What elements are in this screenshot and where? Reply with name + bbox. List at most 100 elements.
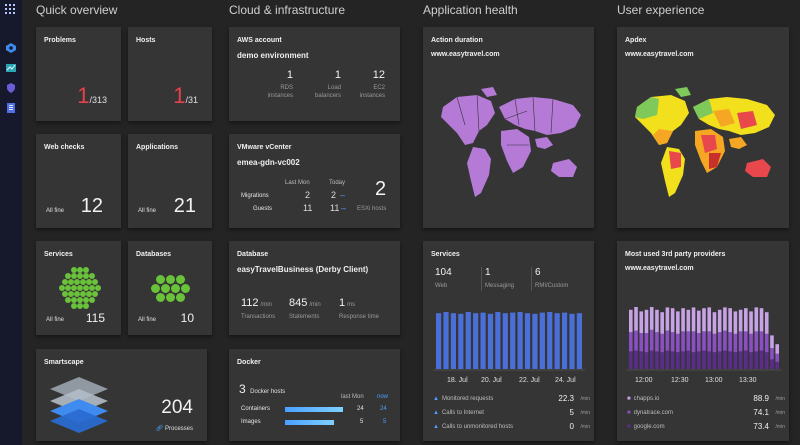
legend-item[interactable]: ■ chapps.io <box>627 396 659 402</box>
service-hex <box>68 279 74 285</box>
third-party-bar-segment <box>744 308 748 332</box>
third-party-bar-segment <box>686 350 691 369</box>
row-now: 24 <box>380 406 387 412</box>
legend-item[interactable]: ▲ Calls to unmonitored hosts <box>433 424 513 430</box>
applications-tile[interactable]: Applications All fine 21 <box>128 134 212 228</box>
aws-account-tile[interactable]: AWS account demo environment 1 RDS instanc… <box>229 27 400 121</box>
third-party-bar-segment <box>691 352 696 369</box>
document-icon[interactable] <box>6 103 16 113</box>
services-chart-tile[interactable]: Services 104 Web 1 Messaging 6 RMI/Custom 18.… <box>423 241 594 441</box>
docker-hosts: 3 Docker hosts <box>239 380 285 398</box>
third-party-tile[interactable]: Most used 3rd party providers www.easytr… <box>617 241 789 441</box>
problems-tile[interactable]: Problems 1/313 <box>36 27 121 121</box>
third-party-bar-segment <box>749 333 753 353</box>
database-hex <box>166 293 175 302</box>
tile-title: Hosts <box>136 37 156 44</box>
third-party-bar-segment <box>639 311 644 333</box>
database-hex <box>171 284 180 293</box>
database-hex <box>176 275 185 284</box>
vmware-tile[interactable]: VMware vCenter emea-gdn-vc002 Last Mon T… <box>229 134 400 228</box>
col-today: Today <box>329 180 346 186</box>
legend-marker-icon: ■ <box>627 396 631 402</box>
legend-item[interactable]: ■ google.com <box>627 424 665 430</box>
database-tile[interactable]: Database easyTravelBusiness (Derby Clien… <box>229 241 400 335</box>
legend-marker-icon: ▲ <box>433 424 439 430</box>
databases-value: 10 <box>180 311 194 325</box>
third-party-bar-segment <box>712 333 717 353</box>
chart-icon[interactable] <box>6 63 16 73</box>
tile-title: Docker <box>237 359 261 366</box>
smartscape-tile[interactable]: Smartscape 204 🔗︎ Processes <box>36 349 207 441</box>
third-party-bar-segment <box>639 333 644 352</box>
db-stat-value: 112/min <box>241 297 272 309</box>
menu-grid-icon[interactable] <box>5 4 17 16</box>
service-hex <box>74 279 80 285</box>
trend-dash: – <box>340 190 346 200</box>
third-party-bar-segment <box>665 307 670 331</box>
third-party-bar-segment <box>770 335 774 349</box>
hub-icon[interactable] <box>6 43 16 53</box>
legend-value: 0 <box>569 422 574 431</box>
legend-item[interactable]: ■ dynatrace.com <box>627 410 673 416</box>
third-party-bar-segment <box>770 348 774 360</box>
web-checks-tile[interactable]: Web checks All fine 12 <box>36 134 121 228</box>
status-text: All fine <box>138 317 157 323</box>
third-party-bar-segment <box>686 309 691 332</box>
service-hex <box>71 273 77 279</box>
legend-value: 73.4 <box>753 422 769 431</box>
service-hex <box>71 303 77 309</box>
services-bar <box>569 313 575 369</box>
legend-value: 5 <box>569 408 574 417</box>
hosts-count: 1 <box>173 83 186 108</box>
applications-value: 21 <box>173 195 196 217</box>
databases-hex-cluster <box>148 275 198 307</box>
tile-subtitle: www.easytravel.com <box>625 51 694 58</box>
third-party-bar-segment <box>649 307 654 330</box>
tile-title: Services <box>431 251 460 258</box>
services-tile[interactable]: Services All fine 115 <box>36 241 121 335</box>
service-hex <box>77 297 83 303</box>
world-map-apdex <box>635 87 775 197</box>
legend-label: Calls to unmonitored hosts <box>441 424 513 430</box>
third-party-bar-segment <box>744 331 748 351</box>
hosts-tile[interactable]: Hosts 1/31 <box>128 27 212 121</box>
apdex-tile[interactable]: Apdex www.easytravel.com <box>617 27 789 228</box>
service-hex <box>65 285 71 291</box>
processes-link[interactable]: 🔗︎ Processes <box>156 425 193 432</box>
aws-stat-value: 1 <box>334 69 341 81</box>
row-today: 11 <box>330 203 340 213</box>
third-party-bar-segment <box>707 351 712 369</box>
third-party-bar-segment <box>702 308 706 332</box>
tile-title: AWS account <box>237 37 282 44</box>
status-text: All fine <box>46 208 65 214</box>
third-party-bar-segment <box>702 331 706 351</box>
db-stat-number: 1 <box>339 297 346 309</box>
legend-item[interactable]: ▲ Calls to Internet <box>433 410 484 416</box>
service-hex <box>71 267 77 273</box>
legend-item[interactable]: ▲ Monitored requests <box>433 396 493 402</box>
docker-tile[interactable]: Docker 3 Docker hosts last Mon now Conta… <box>229 349 400 441</box>
third-party-bar-segment <box>691 331 696 353</box>
legend-marker-icon: ▲ <box>433 396 439 402</box>
third-party-bar-segment <box>629 351 633 369</box>
tile-title: Web checks <box>44 144 85 151</box>
action-duration-tile[interactable]: Action duration www.easytravel.com <box>423 27 594 228</box>
third-party-bar-segment <box>676 352 680 369</box>
shield-icon[interactable] <box>6 83 16 93</box>
service-hex <box>77 285 83 291</box>
third-party-bar-segment <box>681 351 685 369</box>
third-party-bar-segment <box>749 352 753 369</box>
x-tick-label: 12:30 <box>671 377 689 384</box>
databases-tile[interactable]: Databases All fine 10 <box>128 241 212 335</box>
services-bar <box>561 312 568 369</box>
legend-label: google.com <box>633 424 665 430</box>
third-party-bar-segment <box>696 310 701 333</box>
third-party-bar-segment <box>759 350 764 369</box>
database-hex <box>156 293 165 302</box>
esxi-label: ESXi hosts <box>357 206 387 212</box>
tile-subtitle: easyTravelBusiness (Derby Client) <box>237 265 369 274</box>
db-stat-number: 845 <box>289 297 308 309</box>
service-hex <box>59 285 65 291</box>
hosts-count-group: 1/31 <box>173 83 198 109</box>
third-party-bar-segment <box>686 331 691 351</box>
